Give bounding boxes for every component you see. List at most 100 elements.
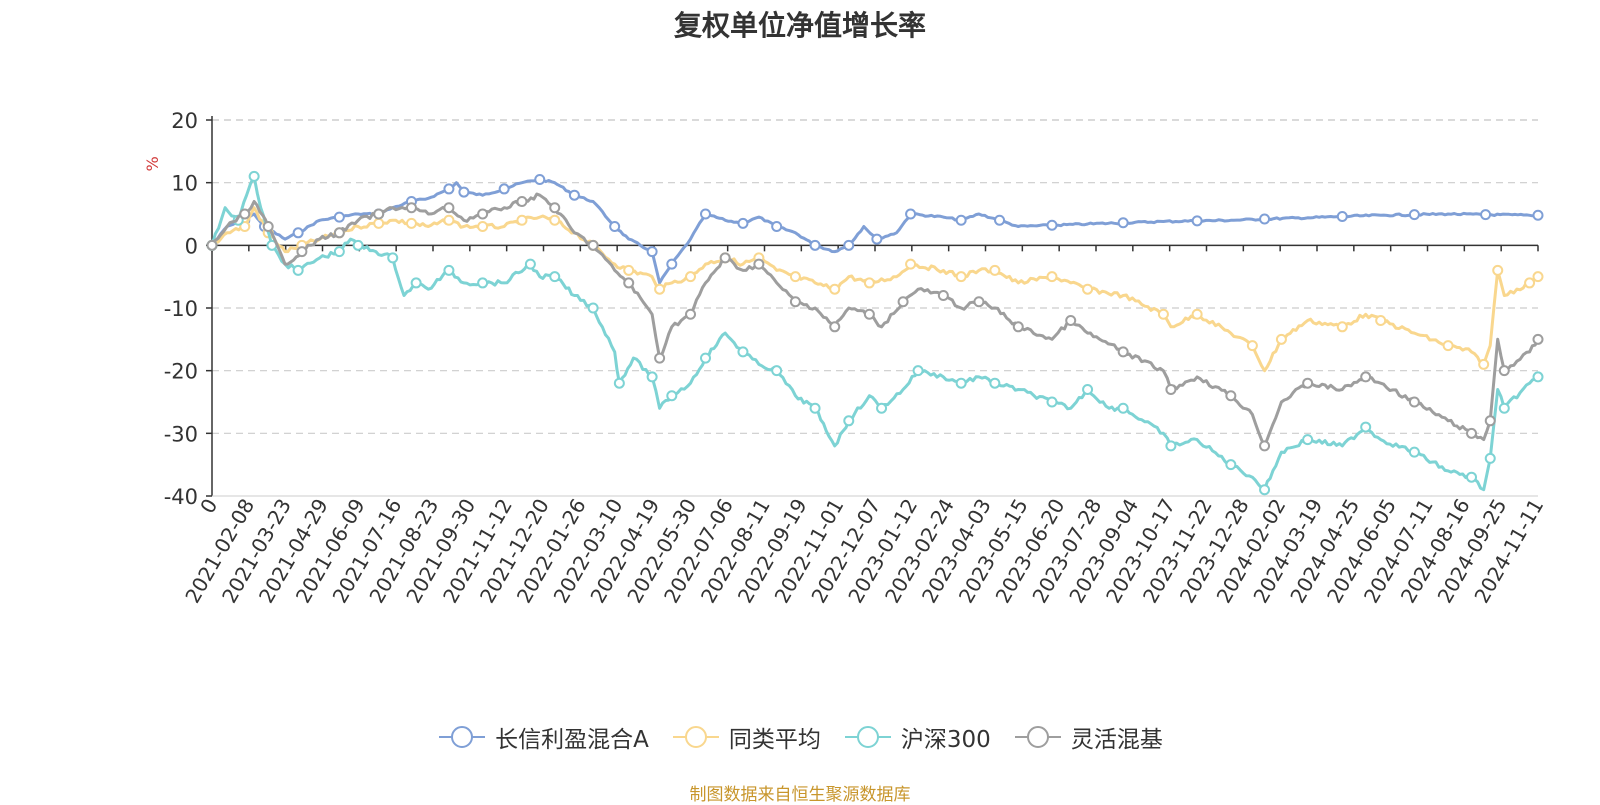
data-point [443,214,455,226]
data-point [498,183,510,195]
legend-marker-icon [844,726,891,748]
data-point [1117,346,1129,358]
data-point [1165,383,1177,395]
data-point [623,277,635,289]
data-point [373,217,385,229]
data-point [685,308,697,320]
data-point [1302,434,1314,446]
data-point [1191,308,1203,320]
data-point [477,221,489,233]
data-point [955,271,967,283]
data-point [1336,211,1348,223]
data-point [876,402,888,414]
data-point [863,308,875,320]
data-point [1360,371,1372,383]
data-point [292,227,304,239]
axis-layer: -40-30-20-1001020%02021-02-082021-03-232… [143,109,1548,607]
data-point [239,221,251,233]
x-tick-label: 0 [195,495,222,518]
data-point [1408,209,1420,221]
data-point [843,239,855,251]
series-2 [206,206,1544,373]
series-layer [206,170,1544,496]
data-point [1524,277,1536,289]
data-point [613,377,625,389]
data-point [239,208,251,220]
legend-item-2[interactable]: 同类平均 [671,720,821,754]
data-point [1532,371,1544,383]
data-point [609,221,621,233]
data-point [1492,264,1504,276]
data-point [955,377,967,389]
data-point [1498,402,1510,414]
data-point [1082,383,1094,395]
data-point [1302,377,1314,389]
y-tick-label: -30 [164,422,198,446]
legend-item-3[interactable]: 沪深300 [843,720,991,754]
data-point [292,264,304,276]
data-point [623,264,635,276]
data-point [477,208,489,220]
data-point [1532,209,1544,221]
data-point [989,377,1001,389]
data-point [587,302,599,314]
data-point [905,208,917,220]
data-point [410,277,422,289]
data-point [516,195,528,207]
legend-label: 沪深300 [900,727,991,753]
data-point [1532,333,1544,345]
data-point [737,217,749,229]
data-point [789,271,801,283]
data-point [994,214,1006,226]
data-point [1117,402,1129,414]
chart-title: 复权单位净值增长率 [673,9,926,42]
data-point [1225,459,1237,471]
data-point [568,189,580,201]
data-point [700,208,712,220]
data-point [1165,440,1177,452]
data-point [387,252,399,264]
y-tick-label: -20 [164,360,198,384]
series-4 [206,192,1544,452]
data-point [1360,421,1372,433]
data-point [516,214,528,226]
data-point [443,183,455,195]
data-point [737,346,749,358]
data-point [458,186,470,198]
y-tick-label: -10 [164,297,198,321]
data-point [296,246,308,258]
data-point [1478,358,1490,370]
legend-label: 长信利盈混合A [495,727,649,753]
data-point [1012,321,1024,333]
data-point [666,258,678,270]
data-point [1408,446,1420,458]
data-point [1046,271,1058,283]
data-point [206,239,218,251]
data-point [646,371,658,383]
legend-marker-icon [1014,726,1061,748]
data-point [1275,333,1287,345]
legend-item-4[interactable]: 灵活混基 [1013,720,1163,754]
data-point [1082,283,1094,295]
data-point [646,246,658,258]
source-note: 制图数据来自恒生聚源数据库 [689,785,911,805]
series-1 [206,174,1544,285]
data-point [666,390,678,402]
data-point [549,214,561,226]
data-point [912,365,924,377]
data-point [443,264,455,276]
data-point [753,258,765,270]
data-point [955,214,967,226]
data-point [405,217,417,229]
data-point [863,277,875,289]
data-point [333,227,345,239]
data-point [829,283,841,295]
data-point [685,271,697,283]
data-point [477,277,489,289]
legend-item-1[interactable]: 长信利盈混合A [437,720,649,754]
data-point [654,352,666,364]
data-point [1117,217,1129,229]
data-point [1408,396,1420,408]
legend: 长信利盈混合A 同类平均 沪深300 灵活混基 [0,720,1600,754]
data-point [937,289,949,301]
